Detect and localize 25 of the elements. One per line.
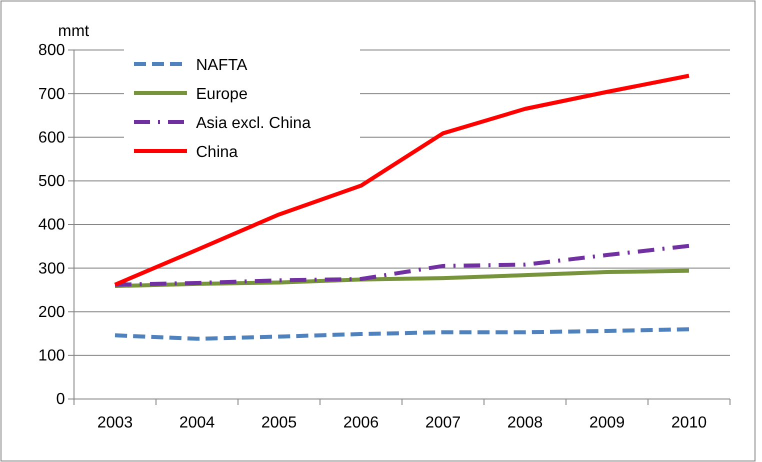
y-tick-label: 0 — [56, 391, 66, 408]
line-series — [113, 327, 691, 341]
y-axis-title: mmt — [58, 23, 90, 40]
line-series — [113, 74, 691, 287]
line-series — [113, 244, 691, 287]
x-tick-label: 2003 — [97, 414, 133, 432]
y-tick-label: 200 — [38, 304, 66, 321]
y-tick-label: 100 — [38, 347, 66, 364]
y-tick-label: 300 — [38, 260, 66, 278]
y-tick-label: 500 — [38, 172, 66, 190]
legend-label: Asia excl. China — [196, 115, 311, 132]
x-tick-label: 2008 — [507, 414, 543, 432]
legend-label: NAFTA — [196, 57, 248, 74]
x-tick-label: 2010 — [671, 414, 707, 432]
x-tick-label: 2004 — [179, 414, 215, 432]
x-tick-label: 2005 — [261, 414, 297, 432]
x-tick-label: 2009 — [589, 414, 625, 432]
y-tick-label: 400 — [38, 216, 66, 234]
y-tick-label: 700 — [38, 86, 66, 103]
y-tick-label: 800 — [38, 42, 66, 60]
legend-label: Europe — [196, 86, 248, 103]
y-tick-label: 600 — [38, 129, 66, 146]
x-tick-label: 2007 — [425, 414, 461, 432]
x-tick-label: 2006 — [343, 414, 379, 432]
legend-label: China — [196, 144, 238, 161]
